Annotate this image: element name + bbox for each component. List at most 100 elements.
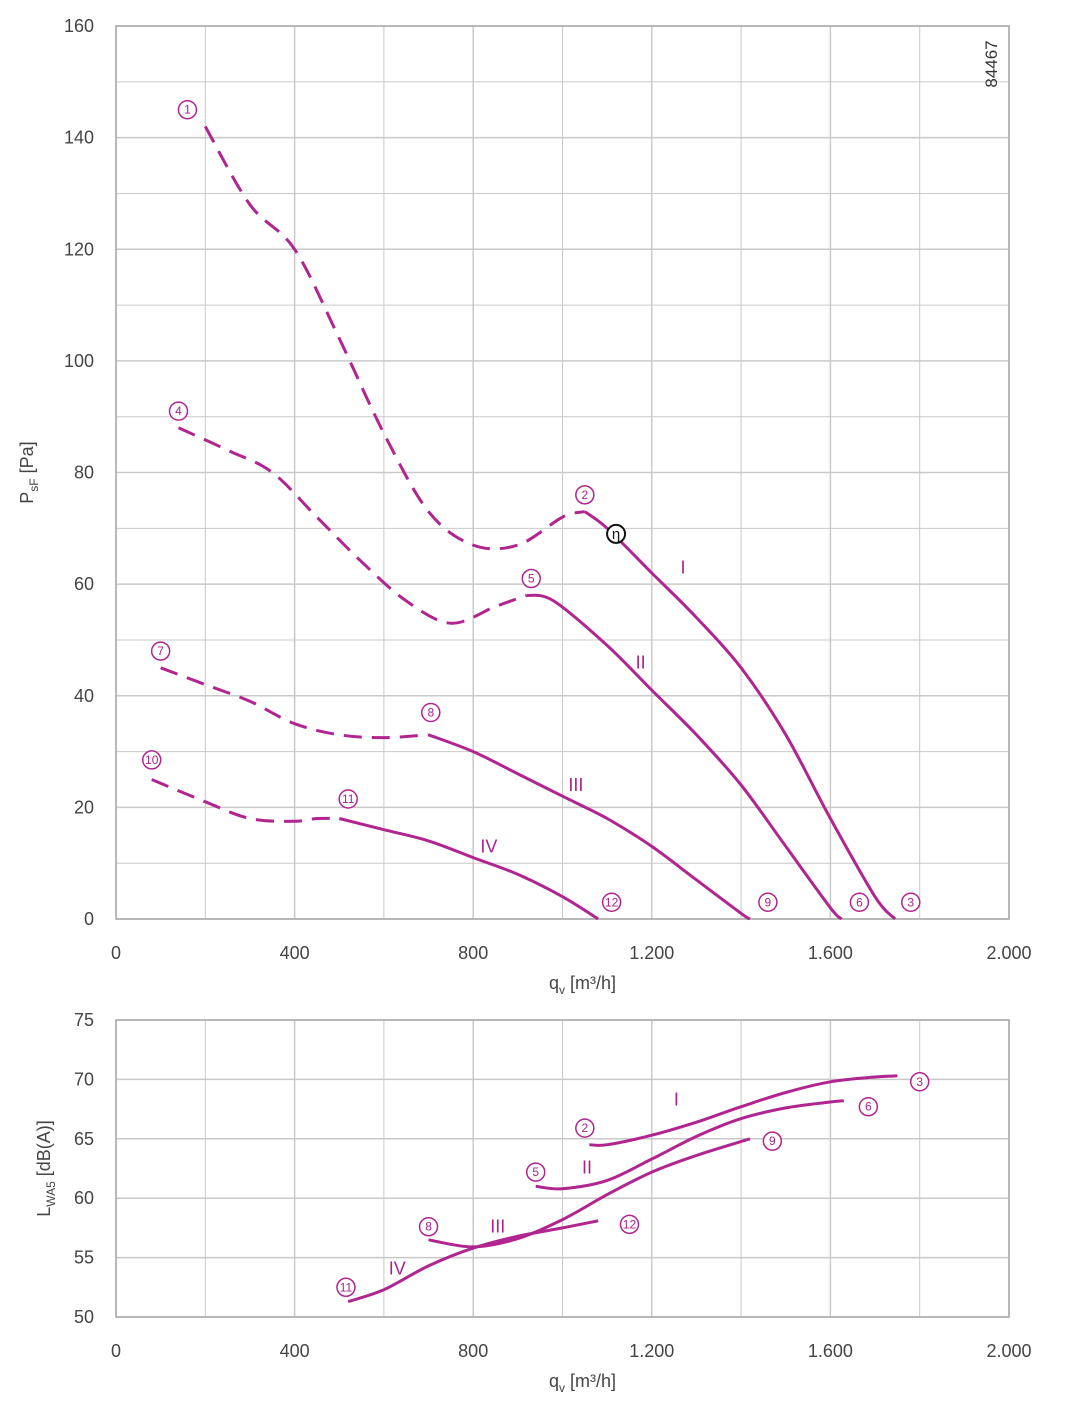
x-tick-label: 2.000 [986,943,1031,963]
point-marker-11: 11 [340,1280,353,1294]
x-tick-label: 1.600 [808,943,853,963]
y-axis-title: LWA5 [dB(A)] [34,1120,58,1217]
point-marker-1: 1 [184,103,191,117]
point-marker-circle [575,1118,595,1138]
point-marker-circle [150,641,171,661]
x-tick-label: 800 [458,1341,488,1361]
point-marker-circle [338,789,358,809]
point-marker-circle [168,401,189,421]
curve-I-solid [583,510,897,921]
efficiency-marker: η [612,526,620,543]
curve-IV-solid [338,817,599,921]
y-tick-label: 50 [74,1307,94,1327]
point-marker-6: 6 [865,1100,872,1114]
x-tick-label: 0 [111,1341,121,1361]
y-tick-label: 0 [84,909,94,929]
series-label-II: II [636,652,646,672]
point-marker-circle [858,1096,879,1117]
x-tick-label: 400 [280,943,310,963]
y-tick-label: 160 [64,16,94,36]
curve-II-dashed [177,426,528,625]
y-tick-label: 55 [74,1248,94,1268]
point-marker-6: 6 [856,895,863,909]
point-marker-circle [901,892,921,913]
chart-code-label: 84467 [982,40,1001,87]
point-marker-3: 3 [916,1075,923,1089]
point-marker-circle [758,892,778,913]
x-tick-label: 0 [111,943,121,963]
x-axis-title: qv [m³/h] [549,973,616,997]
point-marker-circle [909,1072,930,1092]
point-marker-circle [141,750,162,770]
x-axis-title: qv [m³/h] [549,1371,616,1395]
series-label-III: III [490,1217,505,1237]
point-marker-4: 4 [175,404,182,418]
point-marker-circle [336,1277,356,1298]
curve-II-solid [535,1099,844,1191]
x-tick-label: 2.000 [986,1341,1031,1361]
point-marker-12: 12 [623,1217,637,1231]
point-marker-12: 12 [605,895,619,909]
curve-III-solid [428,1137,751,1249]
y-tick-label: 60 [74,574,94,594]
point-marker-9: 9 [769,1134,776,1148]
y-tick-label: 60 [74,1188,94,1208]
curve-III-solid [427,733,751,921]
y-tick-label: 20 [74,797,94,817]
point-marker-11: 11 [342,792,355,806]
y-tick-label: 75 [74,1010,94,1030]
series-label-IV: IV [480,836,497,856]
x-tick-label: 1.200 [629,943,674,963]
point-marker-5: 5 [532,1165,539,1179]
point-marker-8: 8 [427,705,434,719]
point-marker-circle [418,1216,439,1237]
x-tick-label: 1.200 [629,1341,674,1361]
curve-IV-dashed [151,778,340,823]
x-tick-label: 800 [458,943,488,963]
point-marker-circle [601,892,622,913]
point-marker-3: 3 [907,895,914,909]
series-label-II: II [582,1157,592,1177]
series-label-III: III [568,775,583,795]
y-tick-label: 40 [74,686,94,706]
y-tick-label: 80 [74,463,94,483]
point-marker-9: 9 [765,895,772,909]
point-marker-circle [762,1131,783,1151]
point-marker-2: 2 [581,1121,588,1135]
point-marker-circle [525,1162,546,1182]
point-marker-circle [521,568,541,589]
plot-frame [115,25,1010,920]
y-tick-label: 65 [74,1129,94,1149]
curve-IV-solid [347,1219,599,1304]
point-marker-circle [421,702,441,723]
y-tick-label: 100 [64,351,94,371]
point-marker-circle [619,1214,640,1235]
curve-II-solid [526,593,843,921]
y-tick-label: 70 [74,1069,94,1089]
point-marker-circle [849,892,870,913]
efficiency-marker-circle [606,523,627,544]
pressure-chart-panel: 0 20 40 60 80 100 120 140 160 0 400 800 1.200 1.600 2.… [17,16,1032,997]
point-marker-circle [177,99,198,120]
point-marker-2: 2 [581,488,588,502]
curve-I-solid [589,1074,898,1147]
curve-I-dashed [203,125,586,551]
series-label-I: I [674,1090,679,1110]
x-tick-label: 400 [280,1341,310,1361]
point-marker-5: 5 [528,572,535,586]
point-marker-8: 8 [425,1220,432,1234]
point-marker-7: 7 [157,644,164,658]
series-label-IV: IV [389,1258,406,1278]
point-marker-circle [575,485,595,505]
series-label-I: I [681,557,686,577]
curve-III-dashed [160,666,429,740]
y-axis-title: PsF [Pa] [17,441,41,503]
x-tick-label: 1.600 [808,1341,853,1361]
y-tick-label: 120 [64,239,94,259]
plot-frame [115,1019,1010,1318]
y-tick-label: 140 [64,128,94,148]
point-marker-10: 10 [145,753,159,767]
